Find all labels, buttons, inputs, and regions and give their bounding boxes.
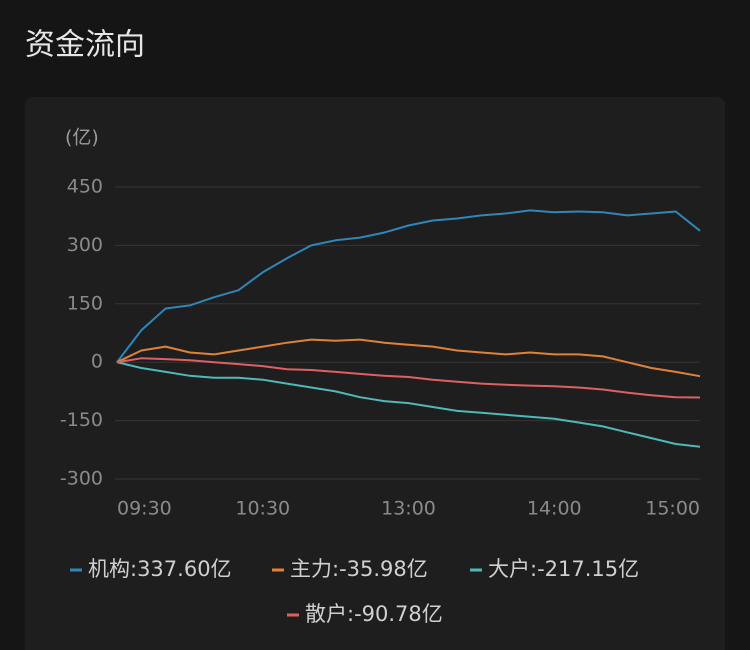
series-line <box>116 357 701 399</box>
x-tick-label: 10:30 <box>235 498 290 520</box>
y-tick-label: 150 <box>67 292 103 314</box>
legend-label: 机构:337.60亿 <box>88 557 232 581</box>
legend-label: 大户:-217.15亿 <box>488 557 639 581</box>
legend-label: 主力:-35.98亿 <box>290 557 428 581</box>
series-line <box>116 338 701 378</box>
chart-card <box>25 97 725 650</box>
y-tick-label: -150 <box>60 409 103 431</box>
y-unit: (亿) <box>65 127 99 149</box>
y-tick-label: 0 <box>91 351 103 373</box>
x-tick-label: 09:30 <box>117 498 172 520</box>
x-tick-label: 13:00 <box>381 498 436 520</box>
series-line <box>116 209 701 363</box>
y-tick-label: -300 <box>60 468 103 490</box>
y-tick-label: 300 <box>67 234 103 256</box>
page-title: 资金流向 <box>25 28 145 63</box>
x-tick-label: 15:00 <box>645 498 700 520</box>
x-tick-label: 14:00 <box>527 498 582 520</box>
legend-label: 散户:-90.78亿 <box>305 602 443 626</box>
series-line <box>116 361 701 448</box>
y-tick-label: 450 <box>67 176 103 198</box>
